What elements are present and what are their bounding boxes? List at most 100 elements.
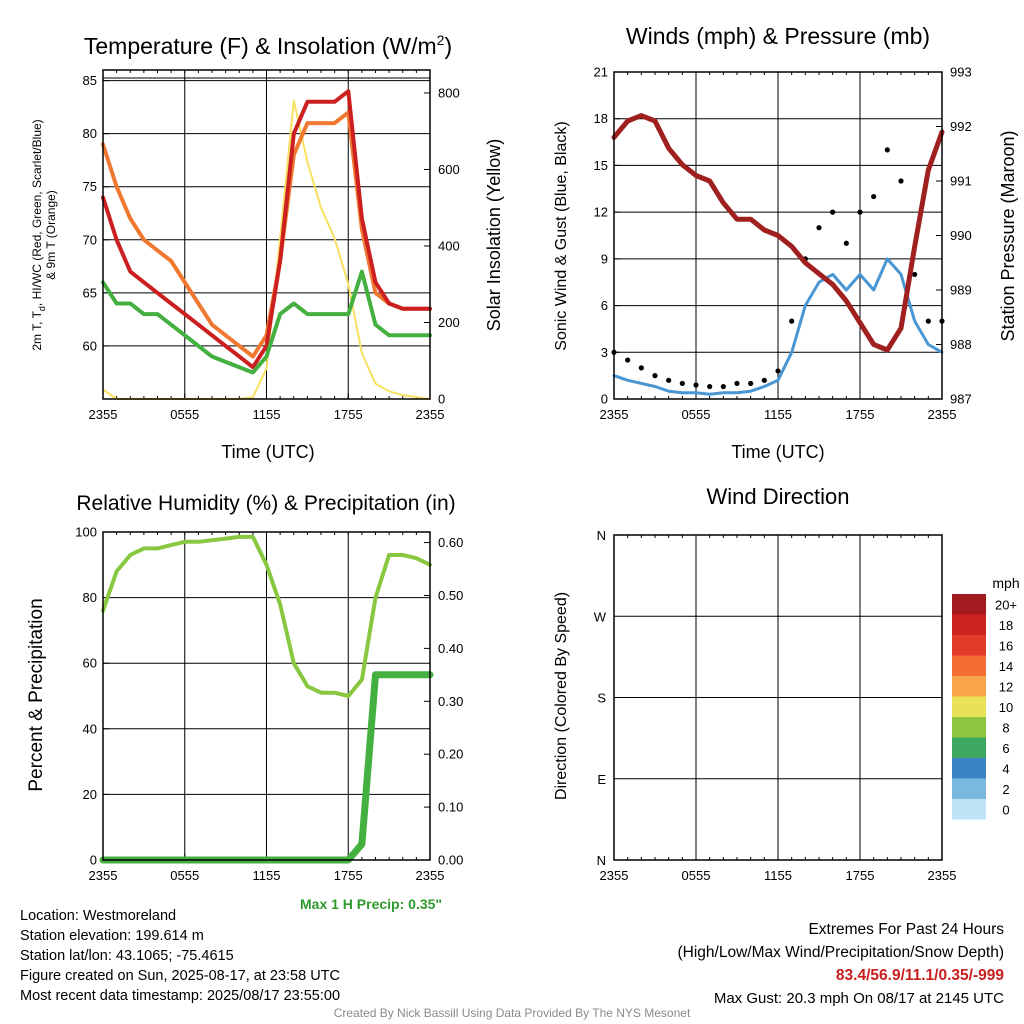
speed-legend-label: 8 (1002, 720, 1009, 735)
speed-legend-swatch (952, 614, 986, 635)
winds-ytick-label: 21 (594, 65, 608, 80)
rh-line (101, 534, 432, 698)
precip-ytick-label: 0.60 (438, 535, 463, 550)
direction-ytick-label: S (597, 691, 606, 706)
temperature-ytick-label: 70 (83, 232, 97, 247)
extremes-line2: (High/Low/Max Wind/Precipitation/Snow De… (677, 944, 1005, 961)
gust-point (898, 178, 904, 184)
speed-legend-swatch (952, 778, 986, 799)
gust-point (707, 383, 713, 390)
temperature-ylabel: 2m T, Td, HI/WC (Red, Green, Scarlet/Blu… (30, 119, 47, 350)
speed-legend-label: 18 (999, 618, 1013, 633)
temperature-xtick-label: 1155 (253, 407, 281, 422)
precip-ytick-label: 0.40 (438, 641, 463, 656)
temperature-xtick-label: 0555 (170, 407, 199, 422)
station-latlon: Station lat/lon: 43.1065; -75.4615 (20, 948, 234, 964)
credit-line: Created By Nick Bassill Using Data Provi… (333, 1006, 691, 1020)
winds-xtick-label: 1755 (846, 407, 875, 422)
humidity-ylabel: Percent & Precipitation (26, 598, 47, 791)
direction-frame (613, 534, 943, 861)
speed-legend-label: 20+ (995, 597, 1017, 612)
gust-point (666, 377, 672, 383)
dewpoint-line (101, 269, 432, 375)
humidity-xtick-label: 0555 (170, 868, 199, 883)
direction-ytick-label: N (597, 853, 606, 868)
speed-legend-label: 6 (1002, 741, 1009, 756)
gust-point (693, 382, 699, 388)
max-gust: Max Gust: 20.3 mph On 08/17 at 2145 UTC (713, 990, 1004, 1007)
direction-ylabel: Direction (Colored By Speed) (553, 592, 570, 800)
winds-ytick-label: 12 (594, 205, 608, 220)
humidity-ytick-label: 60 (83, 656, 97, 671)
winds-xtick-label: 2355 (928, 407, 957, 422)
extremes-info: Extremes For Past 24 Hours (High/Low/Max… (678, 918, 1005, 1010)
winds-ytick-label: 18 (594, 111, 608, 126)
speed-legend-label: 14 (999, 659, 1013, 674)
direction-xtick-label: 0555 (682, 868, 711, 883)
speed-legend-swatch (952, 737, 986, 758)
humidity-ytick-label: 80 (83, 590, 97, 605)
winds-ytick-label: 0 (601, 392, 608, 407)
speed-legend-title: mph (992, 575, 1019, 591)
speed-legend: 20+ 18 16 14 12 10 8 6 4 2 0 (952, 594, 1017, 820)
insolation-ytick-label: 800 (438, 85, 460, 100)
precip-ytick-label: 0.30 (438, 694, 463, 709)
pressure-ytick-label: 992 (950, 119, 972, 134)
humidity-xtick-label: 1755 (334, 868, 363, 883)
winds-ytick-label: 15 (594, 158, 608, 173)
pressure-line (611, 113, 945, 353)
pressure-ytick-label: 991 (950, 174, 972, 189)
humidity-ytick-label: 40 (83, 721, 97, 736)
max-precip-label: Max 1 H Precip: 0.35" (300, 896, 443, 912)
gust-point (789, 318, 795, 324)
winds-ylabel: Sonic Wind & Gust (Blue, Black) (553, 121, 570, 350)
extremes-values: 83.4/56.9/11.1/0.35/-999 (835, 967, 1004, 984)
speed-legend-swatch (952, 799, 986, 820)
speed-legend-label: 10 (999, 700, 1013, 715)
temperature-panel: Temperature (F) & Insolation (W/m2) Time… (30, 32, 504, 462)
gust-point (871, 193, 877, 200)
precip-ytick-label: 0.20 (438, 747, 463, 762)
wind-speed-line (612, 257, 944, 396)
humidity-ytick-label: 100 (75, 525, 97, 540)
insolation-ytick-label: 600 (438, 162, 460, 177)
speed-legend-swatch (952, 758, 986, 779)
pressure-ytick-label: 989 (950, 283, 972, 298)
direction-ytick-label: E (597, 772, 606, 787)
winds-ytick-label: 9 (601, 251, 608, 266)
temperature-xtick-label: 1755 (334, 407, 363, 422)
insolation-ytick-label: 0 (438, 392, 445, 407)
temperature-xtick-label: 2355 (416, 407, 445, 422)
temperature-ytick-label: 75 (83, 179, 97, 194)
humidity-xtick-label: 2355 (89, 868, 118, 883)
direction-title: Wind Direction (706, 484, 849, 509)
gust-point (679, 380, 685, 387)
pressure-ytick-label: 988 (950, 337, 972, 352)
temperature-title: Temperature (F) & Insolation (W/m2) (84, 32, 452, 59)
humidity-ytick-label: 0 (90, 853, 97, 868)
gust-point (625, 357, 631, 363)
extremes-line1: Extremes For Past 24 Hours (808, 921, 1004, 938)
pressure-ytick-label: 990 (950, 228, 972, 243)
direction-xtick-label: 1755 (846, 868, 875, 883)
temperature-ytick-label: 60 (83, 338, 97, 353)
temp-2m-line (101, 89, 432, 370)
gust-point (816, 225, 822, 231)
gust-point (720, 383, 726, 390)
gust-point (857, 209, 863, 215)
gust-point (830, 209, 836, 215)
direction-xtick-label: 1155 (764, 868, 792, 883)
winds-title: Winds (mph) & Pressure (mb) (626, 23, 930, 49)
temperature-ytick-label: 80 (83, 126, 97, 141)
winds-panel: Winds (mph) & Pressure (mb) Time (UTC) S… (553, 23, 1018, 462)
insolation-ytick-label: 400 (438, 238, 460, 253)
speed-legend-swatch (952, 635, 986, 656)
station-location: Location: Westmoreland (20, 908, 177, 924)
winds-xtick-label: 0555 (682, 407, 711, 422)
speed-legend-label: 2 (1002, 782, 1009, 797)
precip-ytick-label: 0.10 (438, 800, 463, 815)
station-info: Location: Westmoreland Station elevation… (20, 906, 340, 1006)
speed-legend-swatch (952, 696, 986, 717)
pressure-ylabel: Station Pressure (Maroon) (998, 130, 1018, 341)
